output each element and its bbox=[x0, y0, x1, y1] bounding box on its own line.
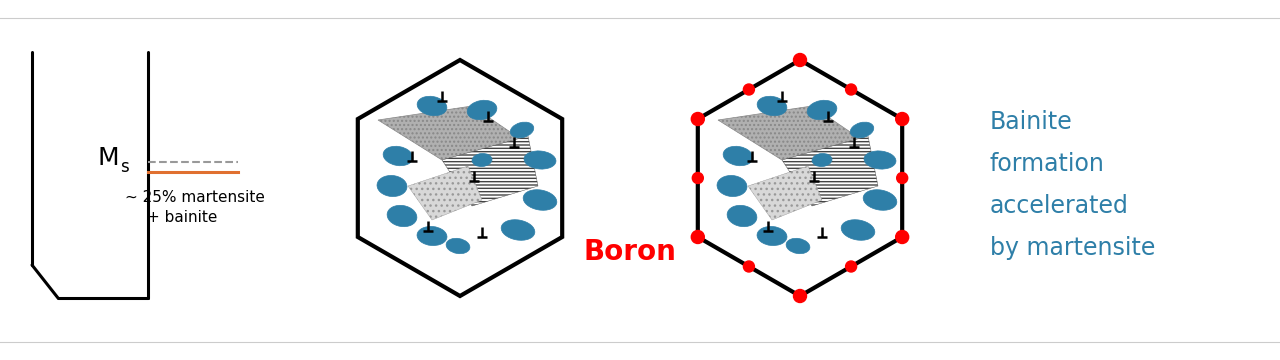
Ellipse shape bbox=[850, 122, 874, 138]
Circle shape bbox=[896, 230, 909, 243]
Ellipse shape bbox=[387, 205, 417, 227]
Circle shape bbox=[846, 84, 856, 95]
Text: + bainite: + bainite bbox=[147, 211, 218, 225]
Ellipse shape bbox=[786, 238, 810, 254]
Ellipse shape bbox=[378, 175, 407, 197]
Polygon shape bbox=[748, 166, 822, 220]
Circle shape bbox=[692, 172, 703, 184]
Ellipse shape bbox=[756, 226, 787, 246]
Circle shape bbox=[897, 172, 908, 184]
Ellipse shape bbox=[727, 205, 756, 227]
Ellipse shape bbox=[723, 146, 753, 166]
Ellipse shape bbox=[841, 220, 874, 240]
Text: s: s bbox=[119, 158, 128, 176]
Ellipse shape bbox=[524, 190, 557, 210]
Polygon shape bbox=[718, 106, 861, 170]
Polygon shape bbox=[782, 136, 878, 206]
Text: by martensite: by martensite bbox=[989, 236, 1156, 260]
Polygon shape bbox=[358, 60, 562, 296]
Text: ~ 25% martensite: ~ 25% martensite bbox=[125, 190, 265, 206]
Circle shape bbox=[744, 84, 754, 95]
Ellipse shape bbox=[467, 100, 497, 120]
Text: formation: formation bbox=[989, 152, 1105, 176]
Ellipse shape bbox=[447, 238, 470, 254]
Ellipse shape bbox=[502, 220, 535, 240]
Polygon shape bbox=[442, 136, 538, 206]
Ellipse shape bbox=[383, 146, 413, 166]
Ellipse shape bbox=[864, 151, 896, 169]
Polygon shape bbox=[698, 60, 902, 296]
Circle shape bbox=[794, 289, 806, 302]
Text: M: M bbox=[97, 146, 119, 170]
Text: accelerated: accelerated bbox=[989, 194, 1129, 218]
Ellipse shape bbox=[511, 122, 534, 138]
Polygon shape bbox=[408, 166, 483, 220]
Polygon shape bbox=[378, 106, 522, 170]
Circle shape bbox=[896, 112, 909, 126]
Text: Boron: Boron bbox=[584, 238, 676, 266]
Circle shape bbox=[794, 54, 806, 67]
Text: Bainite: Bainite bbox=[989, 110, 1073, 134]
Ellipse shape bbox=[717, 175, 748, 197]
Circle shape bbox=[691, 112, 704, 126]
Circle shape bbox=[846, 261, 856, 272]
Circle shape bbox=[691, 230, 704, 243]
Ellipse shape bbox=[808, 100, 837, 120]
Ellipse shape bbox=[524, 151, 556, 169]
Ellipse shape bbox=[472, 153, 492, 167]
Circle shape bbox=[744, 261, 754, 272]
Ellipse shape bbox=[758, 96, 787, 116]
Ellipse shape bbox=[417, 96, 447, 116]
Ellipse shape bbox=[417, 226, 447, 246]
Ellipse shape bbox=[812, 153, 832, 167]
Ellipse shape bbox=[863, 190, 897, 210]
